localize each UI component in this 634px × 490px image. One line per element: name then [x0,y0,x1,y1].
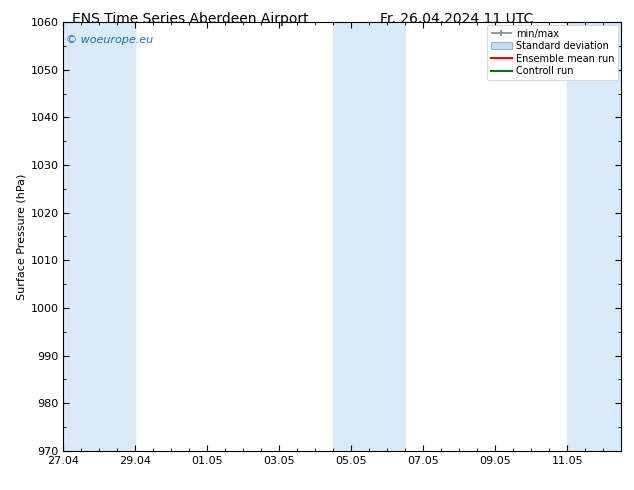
Y-axis label: Surface Pressure (hPa): Surface Pressure (hPa) [16,173,26,299]
Text: © woeurope.eu: © woeurope.eu [66,35,153,45]
Bar [370,22,405,451]
Text: Fr. 26.04.2024 11 UTC: Fr. 26.04.2024 11 UTC [380,12,533,26]
Legend: min/max, Standard deviation, Ensemble mean run, Controll run: min/max, Standard deviation, Ensemble me… [487,25,618,80]
Bar [567,22,621,451]
Bar [63,22,136,451]
Text: ENS Time Series Aberdeen Airport: ENS Time Series Aberdeen Airport [72,12,309,26]
Bar [333,22,370,451]
